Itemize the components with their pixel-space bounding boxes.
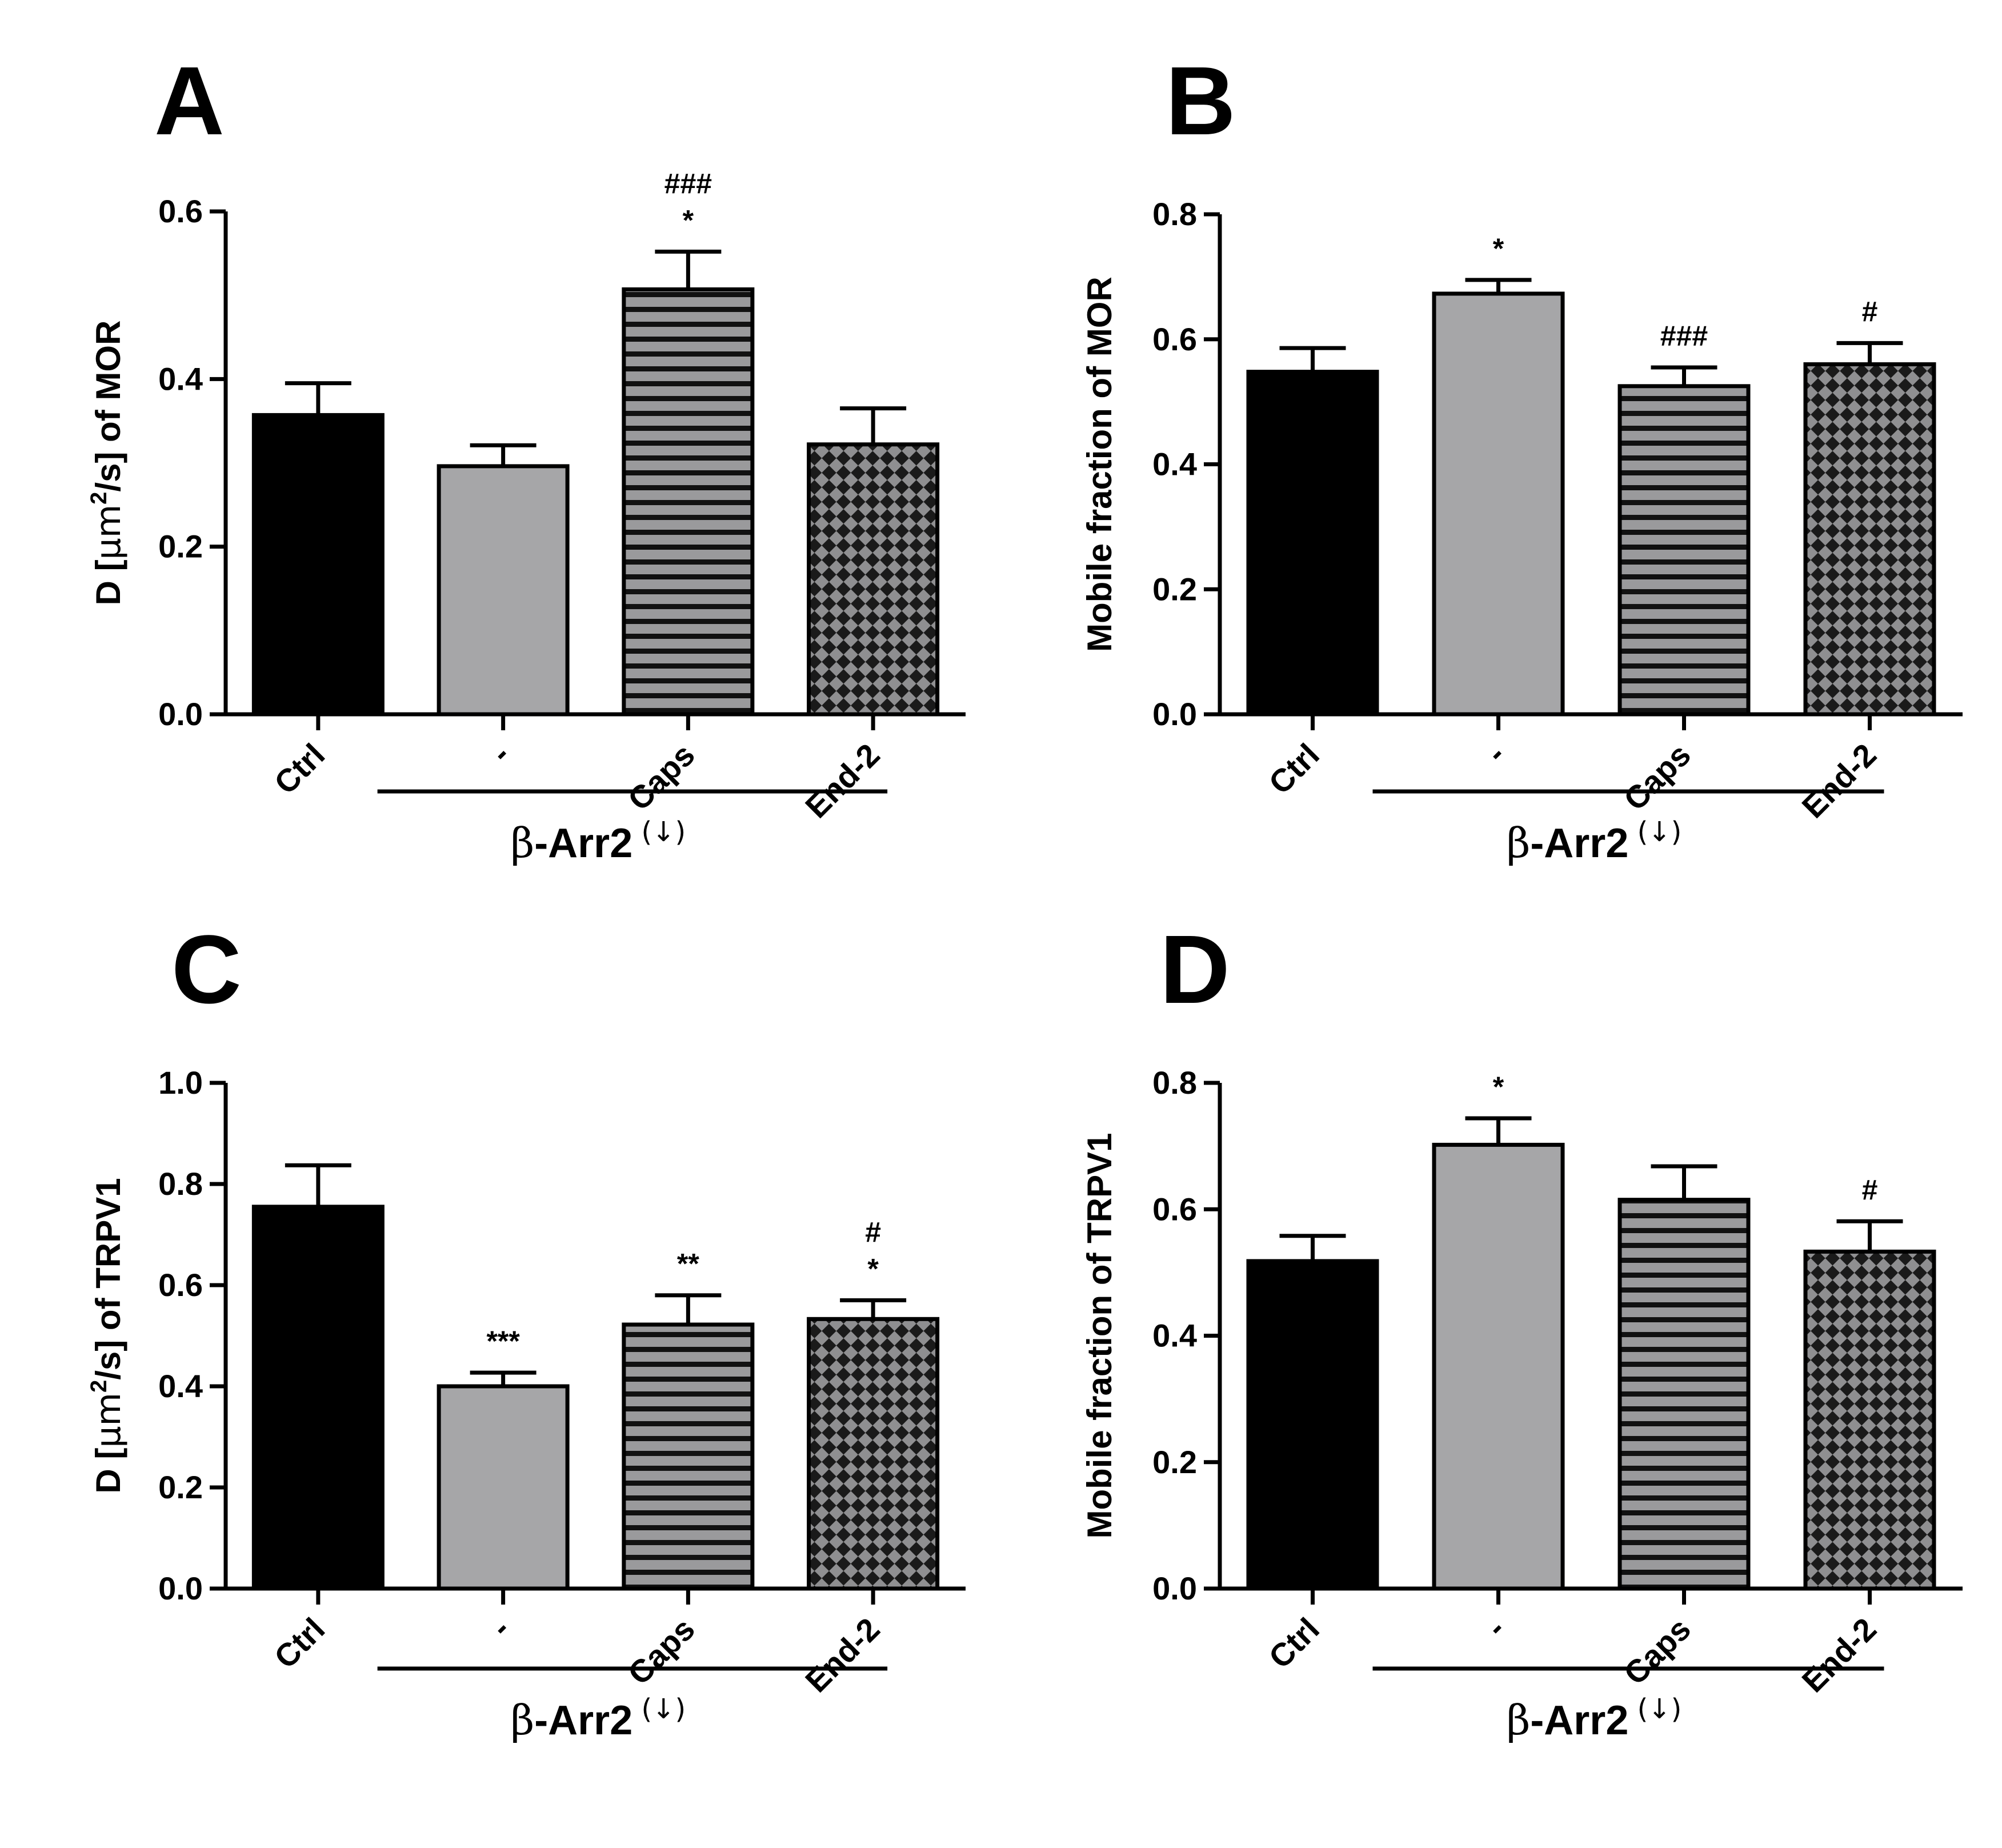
y-tick-label: 0.8 (1152, 196, 1197, 232)
y-tick-label: 0.8 (1152, 1065, 1197, 1101)
y-tick-label: 0.2 (158, 1469, 203, 1505)
y-tick-label: 0.2 (158, 529, 203, 565)
y-axis-label: Mobile fraction of TRPV1 (1080, 1133, 1119, 1538)
y-tick-label: 0.8 (158, 1166, 203, 1202)
group-label: β-Arr2 (↓) (511, 1693, 686, 1744)
category-label: End-2 (1795, 1611, 1883, 1699)
panel-c: C 0.0 0.2 0.4 0.6 0.8 1.0 D [μm2/s] of TRPV1 Ctr… (86, 915, 966, 1744)
bar-ctrl (1246, 1259, 1379, 1591)
category-label: Ctrl (267, 737, 332, 801)
category-label: Ctrl (1262, 737, 1326, 801)
bar-end2 (807, 442, 940, 717)
bar- (1432, 291, 1565, 717)
group-label: β-Arr2 (↓) (511, 816, 686, 867)
bar-end2 (807, 1317, 940, 1591)
category-label: Caps (620, 1611, 701, 1691)
significance-label: # (1862, 295, 1878, 327)
y-axis-label: D [μm2/s] of TRPV1 (86, 1178, 129, 1493)
y-tick-label: 0.4 (1152, 1318, 1197, 1354)
significance-label: # (1862, 1174, 1878, 1206)
category-label: End-2 (798, 1611, 887, 1699)
category-label: - (483, 1611, 516, 1644)
category-label: Caps (1617, 1611, 1697, 1691)
significance-label: * (867, 1253, 879, 1285)
bar-end2 (1803, 362, 1936, 717)
significance-label: ** (677, 1248, 699, 1280)
significance-label: *** (486, 1325, 520, 1357)
panel-d: D 0.0 0.2 0.4 0.6 0.8 Mobile fraction of TRPV1… (1080, 915, 1963, 1744)
significance-label: * (1493, 233, 1504, 265)
bar-ctrl (251, 413, 385, 717)
y-tick-label: 0.4 (1152, 446, 1197, 482)
panel-letter: A (154, 47, 225, 155)
bar-caps (622, 1322, 755, 1591)
bar- (437, 1384, 570, 1591)
y-tick-label: 0.6 (158, 1267, 203, 1303)
significance-label: # (865, 1217, 881, 1249)
bar-caps (622, 287, 755, 717)
category-label: Ctrl (1262, 1611, 1326, 1675)
category-label: Caps (620, 737, 701, 817)
significance-label: * (1493, 1071, 1504, 1103)
y-tick-label: 0.0 (158, 1570, 203, 1606)
panel-a: A 0.0 0.2 0.4 0.6 D [μm2/s] of MOR Ctrl - Caps ##… (86, 47, 966, 867)
category-label: - (1479, 737, 1512, 770)
significance-label: * (683, 204, 694, 236)
y-tick-label: 0.0 (1152, 1570, 1197, 1606)
y-tick-label: 0.4 (158, 361, 203, 397)
bar-caps (1617, 384, 1751, 717)
y-tick-label: 0.4 (158, 1368, 203, 1404)
panel-letter: D (1160, 915, 1230, 1024)
y-tick-label: 0.6 (158, 193, 203, 229)
category-label: Ctrl (267, 1611, 332, 1675)
bar- (437, 464, 570, 717)
y-tick-label: 0.6 (1152, 321, 1197, 357)
category-label: - (1479, 1611, 1512, 1644)
panel-letter: B (1166, 47, 1236, 155)
significance-label: ### (664, 167, 712, 199)
y-axis-label: D [μm2/s] of MOR (86, 321, 129, 606)
y-axis-label: Mobile fraction of MOR (1080, 277, 1119, 652)
bar-end2 (1803, 1249, 1936, 1591)
group-label: β-Arr2 (↓) (1507, 1693, 1682, 1744)
y-tick-label: 0.0 (1152, 696, 1197, 732)
panel-b: B 0.0 0.2 0.4 0.6 0.8 Mobile fraction of MOR Ct… (1080, 47, 1963, 867)
bar-ctrl (251, 1205, 385, 1591)
category-label: - (483, 737, 516, 770)
bar-ctrl (1246, 370, 1379, 717)
bar-caps (1617, 1198, 1751, 1591)
y-tick-label: 0.0 (158, 696, 203, 732)
y-tick-label: 1.0 (158, 1065, 203, 1101)
y-tick-label: 0.2 (1152, 571, 1197, 607)
category-label: Caps (1617, 737, 1697, 817)
significance-label: ### (1660, 320, 1708, 352)
group-label: β-Arr2 (↓) (1507, 816, 1682, 867)
category-label: End-2 (798, 737, 887, 825)
bar- (1432, 1142, 1565, 1591)
y-tick-label: 0.2 (1152, 1444, 1197, 1480)
y-tick-label: 0.6 (1152, 1191, 1197, 1227)
panel-letter: C (171, 915, 242, 1024)
category-label: End-2 (1795, 737, 1883, 825)
